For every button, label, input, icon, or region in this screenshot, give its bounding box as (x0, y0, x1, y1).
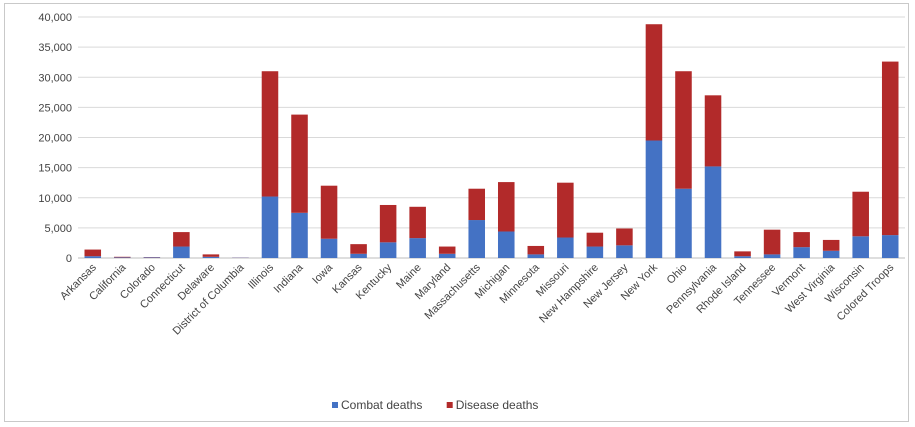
legend-label: Disease deaths (456, 398, 539, 412)
bar-combat (468, 220, 486, 258)
bar-disease (616, 228, 633, 246)
y-axis: 0 5,000 10,000 15,000 20,000 25,000 30,000 35,0… (38, 12, 72, 265)
bar-combat (497, 231, 515, 258)
bar-combat (173, 246, 190, 258)
bar-disease (350, 244, 367, 254)
bar-disease (734, 251, 751, 257)
bar-combat (822, 250, 840, 258)
bar-disease (852, 191, 869, 237)
bar-combat (409, 238, 426, 258)
bar-disease (409, 206, 426, 239)
bars (84, 24, 899, 258)
bar-disease (379, 204, 397, 243)
bar-combat (261, 196, 279, 258)
bar-combat (793, 247, 810, 258)
bar-disease (793, 232, 810, 248)
x-axis: ArkansasCaliforniaColoradoConnecticutDel… (58, 261, 897, 338)
bar-combat (675, 188, 692, 258)
y-tick-label: 20,000 (38, 133, 72, 145)
bar-disease (320, 185, 338, 239)
bar-disease (557, 182, 574, 238)
bar-combat (616, 245, 633, 258)
bar-combat (763, 254, 781, 258)
bar-combat (734, 256, 751, 258)
bar-combat (291, 212, 308, 258)
chart-frame (4, 3, 909, 422)
y-tick-label: 35,000 (38, 42, 72, 54)
bar-combat (320, 238, 338, 258)
x-tick-label: Iowa (310, 261, 336, 287)
bar-disease (763, 229, 781, 255)
y-tick-label: 25,000 (38, 102, 72, 114)
bar-combat (114, 257, 131, 258)
y-tick-label: 5,000 (44, 223, 72, 235)
bar-disease (468, 188, 486, 221)
bar-combat (852, 236, 869, 258)
bar-disease (527, 245, 545, 255)
bar-disease (497, 182, 515, 232)
legend-swatch (332, 402, 338, 408)
bar-disease (586, 232, 604, 247)
legend-swatch (446, 402, 453, 408)
bar-disease (291, 114, 308, 213)
bar-disease (261, 71, 279, 197)
bar-disease (173, 232, 190, 247)
y-tick-label: 10,000 (38, 193, 72, 205)
bar-combat (704, 166, 722, 258)
bar-combat (645, 140, 663, 258)
y-tick-label: 0 (66, 253, 72, 265)
bar-disease (704, 95, 722, 167)
bar-disease (881, 61, 899, 236)
bar-disease (438, 246, 456, 254)
bar-disease (822, 239, 840, 251)
gridlines (78, 16, 905, 259)
x-tick-label: Indiana (272, 261, 307, 296)
bar-disease (675, 71, 692, 189)
x-tick-label: Ohio (665, 262, 690, 287)
bar-disease (84, 249, 102, 257)
bar-combat (881, 235, 899, 258)
bar-disease (114, 256, 131, 258)
legend: Combat deaths Disease deaths (332, 398, 538, 412)
legend-label: Combat deaths (341, 398, 422, 412)
bar-combat (143, 257, 161, 258)
bar-combat (586, 246, 604, 258)
bar-disease (645, 24, 663, 141)
y-tick-label: 15,000 (38, 163, 72, 175)
bar-disease (202, 254, 220, 257)
bar-combat (527, 254, 545, 258)
bar-combat (202, 256, 220, 258)
y-tick-label: 30,000 (38, 72, 72, 84)
bar-combat (557, 237, 574, 258)
y-tick-label: 40,000 (38, 12, 72, 24)
bar-combat (438, 253, 456, 258)
bar-combat (379, 242, 397, 258)
bar-combat (84, 256, 102, 258)
bar-combat (350, 253, 367, 258)
